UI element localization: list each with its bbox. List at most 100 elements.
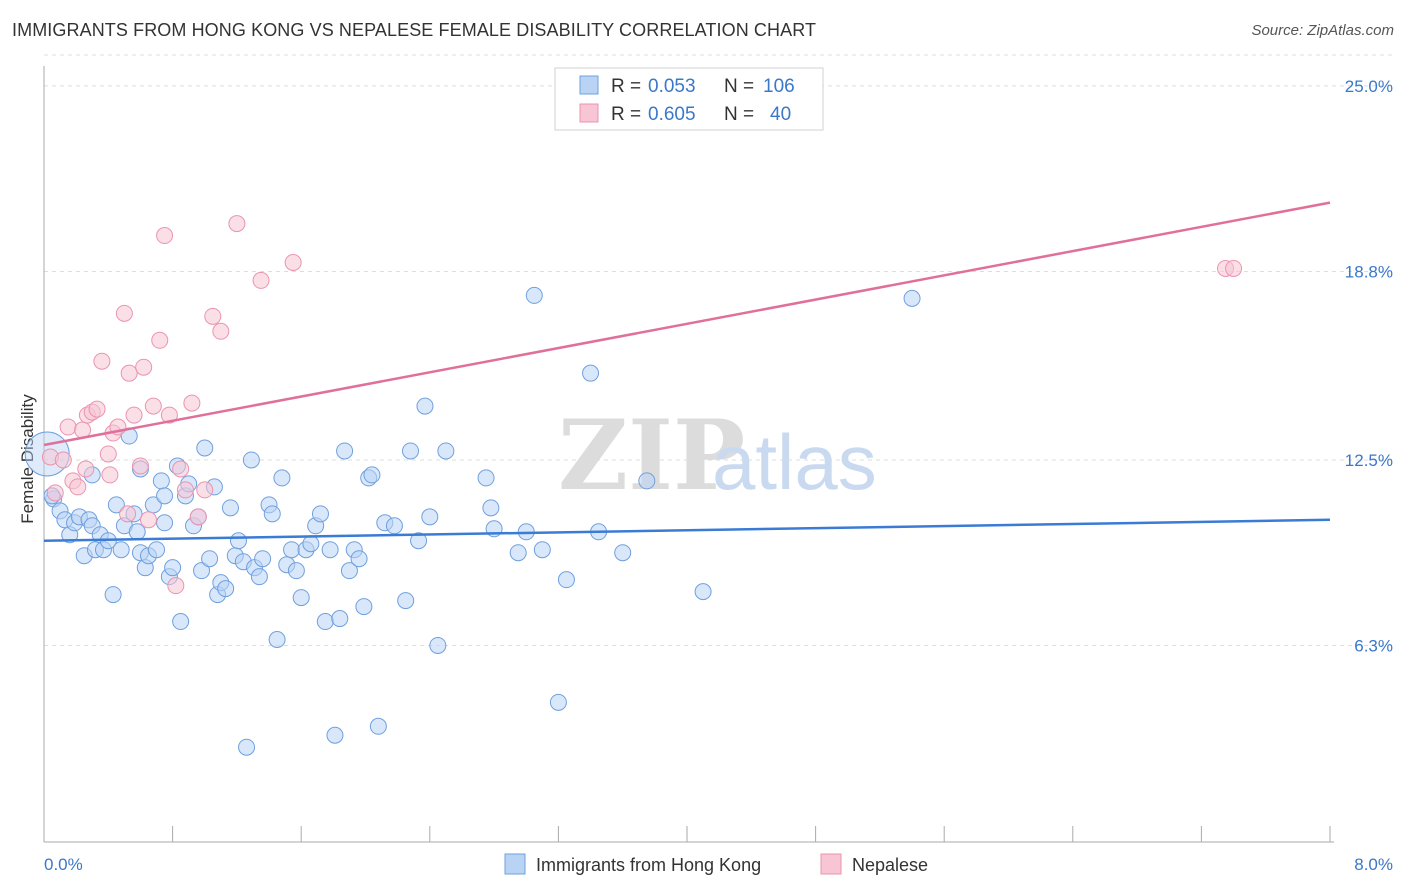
hong-kong-point-42 bbox=[217, 580, 235, 598]
nepalese-point-33 bbox=[252, 271, 270, 289]
series-legend-swatch-hong-kong bbox=[504, 853, 526, 875]
hong-kong-point-102 bbox=[156, 487, 174, 505]
data-points bbox=[24, 215, 1243, 756]
nepalese-point-32 bbox=[228, 215, 246, 233]
series-legend-label-hong-kong: Immigrants from Hong Kong bbox=[536, 855, 761, 875]
hong-kong-point-66 bbox=[326, 726, 344, 744]
watermark: ZIP atlas bbox=[558, 399, 877, 512]
nepalese-point-25 bbox=[172, 460, 190, 478]
series-legend-swatch-nepalese bbox=[820, 853, 842, 875]
nepalese-point-19 bbox=[139, 511, 157, 529]
hong-kong-point-29 bbox=[164, 559, 182, 577]
nepalese-point-29 bbox=[196, 481, 214, 499]
hong-kong-point-88 bbox=[509, 544, 527, 562]
hong-kong-point-55 bbox=[273, 469, 291, 487]
hong-kong-point-47 bbox=[238, 738, 256, 756]
hong-kong-point-90 bbox=[525, 286, 543, 304]
nepalese-point-11 bbox=[99, 445, 117, 463]
hong-kong-point-45 bbox=[230, 532, 248, 550]
y-tick-label-0: 6.3% bbox=[1354, 636, 1393, 655]
legend-r-label-hong-kong: R = bbox=[611, 76, 641, 97]
trend-lines bbox=[43, 201, 1331, 543]
hong-kong-point-61 bbox=[302, 535, 320, 553]
nepalese-point-37 bbox=[119, 505, 137, 523]
hong-kong-point-93 bbox=[557, 571, 575, 589]
nepalese-point-34 bbox=[284, 253, 302, 271]
y-tick-label-1: 12.5% bbox=[1345, 451, 1393, 470]
hong-kong-point-37 bbox=[196, 439, 214, 457]
legend-swatch-hong-kong bbox=[579, 75, 599, 95]
nepalese-point-36 bbox=[101, 466, 119, 484]
hong-kong-trend-line bbox=[43, 518, 1331, 543]
hong-kong-point-65 bbox=[321, 541, 339, 559]
watermark-atlas: atlas bbox=[712, 418, 877, 506]
nepalese-point-28 bbox=[189, 508, 207, 526]
hong-kong-point-92 bbox=[549, 693, 567, 711]
legend-n-value-nepalese: 40 bbox=[770, 104, 791, 125]
stats-legend: R = 0.053 N = 106 R = 0.605 N = 40 bbox=[554, 67, 824, 131]
legend-r-label-nepalese: R = bbox=[611, 104, 641, 125]
stats-legend-box bbox=[554, 67, 824, 131]
nepalese-point-2 bbox=[54, 451, 72, 469]
hong-kong-point-86 bbox=[482, 499, 500, 517]
hong-kong-point-91 bbox=[533, 541, 551, 559]
hong-kong-point-72 bbox=[355, 598, 373, 616]
nepalese-point-14 bbox=[115, 304, 133, 322]
hong-kong-point-57 bbox=[283, 541, 301, 559]
watermark-zip: ZIP bbox=[558, 399, 745, 512]
legend-n-label-nepalese: N = bbox=[724, 104, 754, 125]
tick-labels: 6.3% 12.5% 18.8% 25.0% 0.0% 8.0% bbox=[44, 77, 1393, 874]
hong-kong-point-71 bbox=[350, 550, 368, 568]
legend-r-value-hong-kong: 0.053 bbox=[648, 76, 696, 97]
hong-kong-point-83 bbox=[429, 636, 447, 654]
nepalese-point-5 bbox=[69, 478, 87, 496]
hong-kong-point-36 bbox=[193, 562, 211, 580]
hong-kong-point-15 bbox=[107, 496, 125, 514]
hong-kong-point-54 bbox=[268, 631, 286, 648]
hong-kong-point-43 bbox=[221, 499, 239, 517]
hong-kong-point-64 bbox=[316, 613, 334, 631]
nepalese-point-10 bbox=[93, 352, 111, 370]
hong-kong-point-74 bbox=[363, 466, 381, 484]
hong-kong-point-97 bbox=[638, 472, 656, 490]
legend-n-value-hong-kong: 106 bbox=[763, 76, 795, 97]
nepalese-point-27 bbox=[183, 394, 201, 412]
nepalese-trend-line bbox=[43, 201, 1331, 447]
hong-kong-point-78 bbox=[397, 592, 415, 610]
nepalese-point-16 bbox=[125, 406, 143, 424]
hong-kong-point-69 bbox=[340, 562, 358, 580]
series-legend-label-nepalese: Nepalese bbox=[852, 855, 928, 875]
hong-kong-point-98 bbox=[694, 583, 712, 601]
y-tick-label-2: 18.8% bbox=[1345, 262, 1393, 281]
y-tick-label-3: 25.0% bbox=[1345, 77, 1393, 96]
hong-kong-point-26 bbox=[152, 472, 170, 490]
x-tick-label-1: 8.0% bbox=[1354, 855, 1393, 874]
nepalese-point-17 bbox=[131, 457, 149, 475]
nepalese-point-20 bbox=[144, 397, 162, 415]
nepalese-point-35 bbox=[77, 460, 95, 478]
nepalese-point-23 bbox=[160, 406, 178, 424]
nepalese-point-21 bbox=[151, 331, 169, 349]
hong-kong-point-50 bbox=[250, 568, 268, 586]
hong-kong-point-85 bbox=[477, 469, 495, 487]
hong-kong-point-77 bbox=[385, 517, 403, 535]
hong-kong-point-58 bbox=[287, 562, 305, 580]
series-legend: Immigrants from Hong Kong Nepalese bbox=[504, 853, 928, 875]
hong-kong-point-38 bbox=[201, 550, 219, 568]
hong-kong-point-16 bbox=[112, 541, 130, 559]
hong-kong-point-51 bbox=[254, 550, 272, 568]
nepalese-point-26 bbox=[176, 481, 194, 499]
grid-lines bbox=[44, 54, 1392, 646]
legend-n-label-hong-kong: N = bbox=[724, 76, 754, 97]
x-tick-label-0: 0.0% bbox=[44, 855, 83, 874]
hong-kong-point-31 bbox=[172, 613, 190, 631]
hong-kong-point-68 bbox=[336, 442, 354, 460]
hong-kong-point-82 bbox=[421, 508, 439, 526]
nepalese-point-30 bbox=[204, 307, 222, 325]
hong-kong-point-99 bbox=[903, 289, 921, 307]
hong-kong-point-80 bbox=[410, 532, 428, 550]
nepalese-point-22 bbox=[156, 227, 174, 245]
hong-kong-point-20 bbox=[128, 523, 146, 541]
hong-kong-point-84 bbox=[437, 442, 455, 460]
